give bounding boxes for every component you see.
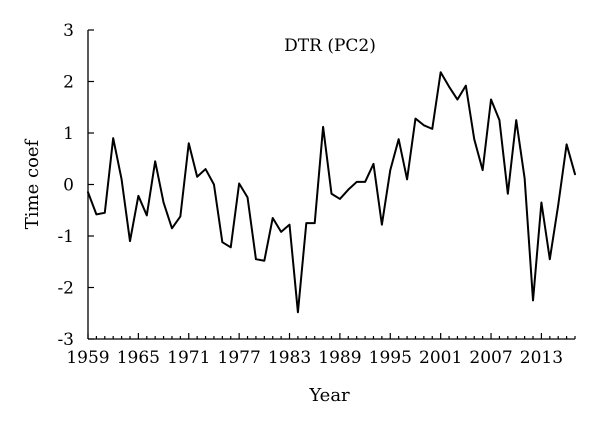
x-tick-label: 1959 — [66, 348, 109, 368]
x-tick-label: 2013 — [520, 348, 563, 368]
y-tick-label: 0 — [63, 176, 74, 196]
y-tick-label: -3 — [57, 330, 74, 350]
chart-title: DTR (PC2) — [284, 36, 376, 56]
y-tick-label: 2 — [63, 73, 74, 93]
x-tick-label: 2001 — [419, 348, 462, 368]
x-tick-label: 1989 — [318, 348, 361, 368]
x-tick-label: 1971 — [167, 348, 210, 368]
y-tick-label: 1 — [63, 124, 74, 144]
x-tick-label: 1965 — [117, 348, 160, 368]
x-axis-title: Year — [308, 385, 350, 406]
x-tick-label: 2007 — [469, 348, 512, 368]
series-group — [87, 71, 576, 314]
series-line — [87, 71, 576, 314]
x-tick-label: 1995 — [369, 348, 412, 368]
y-ticks: -3 -2 -1 0 1 2 3 — [57, 21, 94, 350]
axes — [87, 30, 575, 340]
x-tick-label: 1983 — [268, 348, 311, 368]
x-tick-label: 1977 — [218, 348, 261, 368]
y-tick-label: -2 — [57, 279, 74, 299]
y-tick-label: -1 — [57, 227, 74, 247]
y-axis-title: Time coef — [22, 138, 43, 229]
x-ticks: 1959 1965 1971 1977 1983 1989 1995 2001 2007 2013 — [66, 333, 576, 368]
y-tick-label: 3 — [63, 21, 74, 41]
